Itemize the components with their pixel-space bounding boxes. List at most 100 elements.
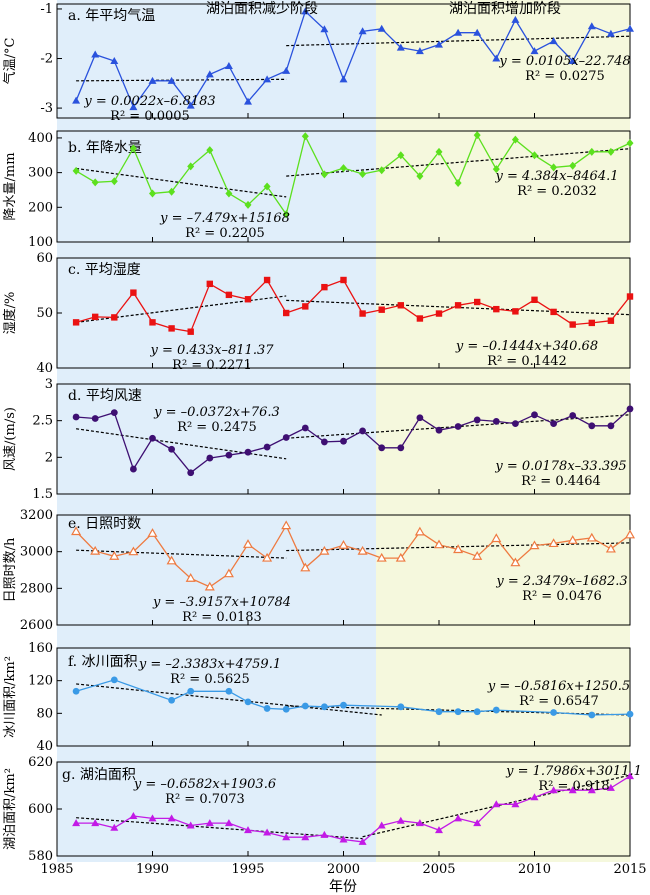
- data-point: [129, 144, 137, 153]
- data-point: [587, 786, 596, 794]
- series-line: [76, 408, 631, 474]
- data-point: [395, 552, 406, 562]
- y-tick-label: 60: [36, 251, 53, 266]
- data-point: [454, 179, 462, 188]
- data-point: [433, 539, 445, 549]
- data-point: [588, 711, 596, 719]
- y-tick-label: 300: [28, 166, 53, 181]
- y-tick-label: 3000: [20, 545, 53, 560]
- data-point: [605, 543, 616, 553]
- trend-equation: y = 4.384x–8464.1: [494, 169, 618, 184]
- y-axis-label: 气温/°C: [2, 38, 18, 85]
- y-tick-label: 400: [28, 131, 53, 146]
- data-point: [340, 701, 347, 709]
- data-point: [168, 696, 176, 704]
- data-point: [531, 296, 538, 303]
- data-point: [359, 427, 366, 435]
- data-point: [244, 296, 252, 303]
- data-point: [206, 280, 213, 288]
- y-tick-label: -3: [40, 101, 53, 116]
- data-point: [339, 75, 348, 83]
- data-point: [338, 540, 349, 549]
- data-point: [340, 276, 347, 284]
- data-point: [568, 786, 577, 794]
- data-point: [493, 305, 500, 313]
- y-tick-label: 3200: [20, 508, 53, 523]
- trend-equation: y = –0.5816x+1250.5: [487, 679, 630, 694]
- data-point: [377, 24, 386, 32]
- data-point: [166, 555, 177, 565]
- data-point: [435, 426, 443, 434]
- y-tick-label: 50: [36, 306, 53, 321]
- data-point: [224, 61, 233, 69]
- panel-title: b. 年降水量: [68, 140, 142, 156]
- data-point: [626, 24, 634, 32]
- trend-r2: R² = 0.1442: [487, 354, 567, 369]
- data-point: [511, 800, 520, 808]
- decrease-phase-label: 湖泊面积减少阶段: [206, 1, 318, 17]
- x-tick-label: 1985: [40, 862, 73, 877]
- data-point: [148, 76, 157, 84]
- data-point: [72, 96, 81, 104]
- data-point: [416, 172, 424, 181]
- data-point: [454, 302, 462, 309]
- data-point: [263, 705, 271, 712]
- data-point: [244, 448, 252, 456]
- trend-r2: R² = 0.0476: [522, 589, 602, 604]
- data-point: [225, 291, 233, 299]
- data-point: [129, 812, 138, 820]
- data-point: [473, 416, 481, 424]
- data-point: [359, 310, 366, 317]
- data-point: [187, 687, 195, 695]
- data-point: [283, 309, 290, 317]
- data-point: [187, 469, 195, 477]
- data-point: [454, 708, 462, 716]
- data-point: [187, 162, 195, 171]
- data-point: [301, 7, 310, 15]
- y-tick-label: 40: [36, 739, 53, 754]
- data-point: [90, 545, 101, 555]
- data-point: [626, 139, 634, 148]
- panel-4: 1.5 2 2.5 3 风速/(m/s) d. 平均风速 y = –0.0372x+76.3…: [3, 377, 634, 502]
- data-point: [530, 47, 539, 55]
- data-point: [588, 319, 595, 327]
- y-tick-label: 1.5: [32, 487, 53, 502]
- data-point: [397, 151, 405, 160]
- trend-r2: R² = 0.2271: [172, 358, 252, 373]
- data-point: [205, 70, 214, 78]
- data-point: [109, 551, 120, 560]
- data-point: [168, 187, 176, 196]
- series-line: [75, 10, 631, 109]
- data-point: [263, 828, 272, 836]
- data-point: [473, 708, 481, 716]
- data-point: [474, 298, 481, 306]
- data-point: [111, 314, 118, 321]
- data-point: [377, 821, 386, 829]
- trend-equation: y = –0.6582x+1903.6: [133, 777, 276, 792]
- x-tick-label: 2015: [613, 862, 646, 877]
- data-point: [512, 420, 519, 427]
- data-point: [168, 445, 176, 453]
- x-tick-label: 1995: [231, 862, 264, 877]
- data-point: [91, 178, 99, 187]
- trend-equation: y = –0.1444x+340.68: [455, 339, 598, 354]
- trend-equation: y = 1.7986x+3011.1: [505, 764, 642, 779]
- data-point: [244, 826, 252, 834]
- data-point: [550, 308, 557, 316]
- data-point: [358, 837, 367, 845]
- y-tick-label: 2600: [20, 618, 53, 633]
- trend-equation: y = 0.433x–811.37: [149, 343, 274, 358]
- data-point: [320, 170, 328, 179]
- data-point: [550, 163, 558, 172]
- y-tick-label: 2: [45, 450, 53, 465]
- trend-equation: y = 0.0178x–33.395: [494, 459, 626, 474]
- data-point: [624, 529, 636, 539]
- trend-r2: R² = 0.0275: [525, 69, 605, 84]
- data-point: [358, 27, 367, 35]
- data-point: [168, 325, 175, 332]
- panel-title: c. 平均湿度: [68, 262, 141, 278]
- panel-title: g. 湖泊面积: [62, 767, 136, 783]
- y-tick-label: 160: [28, 641, 53, 656]
